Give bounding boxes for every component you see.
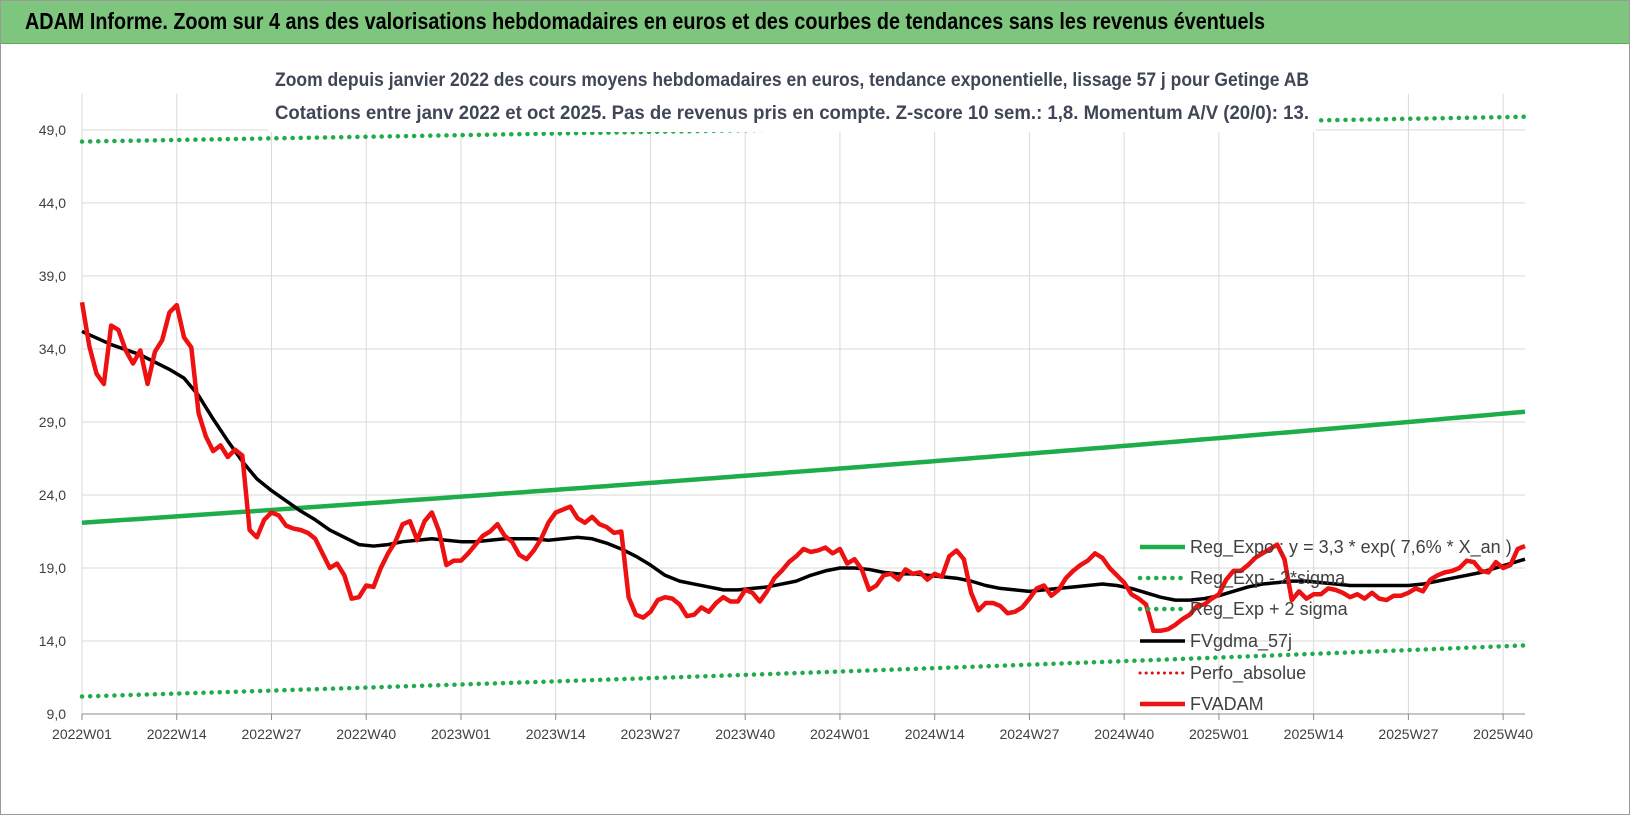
legend: Reg_Expo : y = 3,3 * exp( 7,6% * X_an ) R…: [1137, 537, 1512, 714]
legend-label: FVADAM: [1190, 694, 1264, 714]
series-reg-exp-minus-2-sigma: [79, 643, 1528, 699]
series-reg-expo: [81, 409, 1526, 525]
x-tick-label: 2023W27: [620, 726, 680, 742]
x-tick-label: 2025W40: [1473, 726, 1533, 742]
y-axis-ticks: 9,0 14,0 19,0 24,0 29,0 34,0 39,0 44,0 49,0: [39, 122, 66, 722]
y-tick-label: 19,0: [39, 560, 66, 576]
series-fvadam: [79, 301, 1526, 634]
x-tick-label: 2024W14: [905, 726, 965, 742]
legend-label: Reg_Exp + 2 sigma: [1190, 599, 1349, 620]
x-tick-label: 2025W14: [1284, 726, 1344, 742]
x-tick-label: 2023W01: [431, 726, 491, 742]
x-tick-label: 2024W40: [1094, 726, 1154, 742]
y-tick-label: 24,0: [39, 487, 66, 503]
y-tick-label: 49,0: [39, 122, 66, 138]
legend-label: Reg_Expo : y = 3,3 * exp( 7,6% * X_an ): [1190, 537, 1512, 558]
y-tick-label: 44,0: [39, 195, 66, 211]
x-tick-label: 2024W27: [999, 726, 1059, 742]
x-tick-label: 2025W01: [1189, 726, 1249, 742]
x-tick-label: 2024W01: [810, 726, 870, 742]
x-tick-label: 2022W27: [242, 726, 302, 742]
y-tick-label: 9,0: [47, 706, 67, 722]
x-tick-label: 2023W14: [526, 726, 586, 742]
title-background: [268, 62, 1316, 132]
y-tick-label: 34,0: [39, 341, 66, 357]
series-fvgdma-57j: [81, 329, 1526, 602]
y-tick-label: 29,0: [39, 414, 66, 430]
x-tick-label: 2023W40: [715, 726, 775, 742]
y-tick-label: 14,0: [39, 633, 66, 649]
title-banner: ADAM Informe. Zoom sur 4 ans des valoris…: [1, 1, 1629, 44]
x-tick-label: 2025W27: [1378, 726, 1438, 742]
x-tick-label: 2022W01: [52, 726, 112, 742]
y-tick-label: 39,0: [39, 268, 66, 284]
chart-title-block: Zoom depuis janvier 2022 des cours moyen…: [268, 62, 1316, 132]
chart-subtitle: Cotations entre janv 2022 et oct 2025. P…: [275, 103, 1309, 124]
grid-lines: [81, 94, 1525, 720]
x-tick-label: 2022W40: [336, 726, 396, 742]
x-tick-label: 2022W14: [147, 726, 207, 742]
legend-label: Perfo_absolue: [1190, 663, 1306, 684]
chart-title: Zoom depuis janvier 2022 des cours moyen…: [275, 70, 1309, 91]
legend-label: FVgdma_57j: [1190, 631, 1292, 652]
banner-title: ADAM Informe. Zoom sur 4 ans des valoris…: [25, 8, 1265, 34]
legend-label: Reg_Exp - 2*sigma: [1190, 568, 1346, 589]
x-axis-ticks: 2022W01 2022W14 2022W27 2022W40 2023W01 2023W…: [52, 726, 1533, 742]
